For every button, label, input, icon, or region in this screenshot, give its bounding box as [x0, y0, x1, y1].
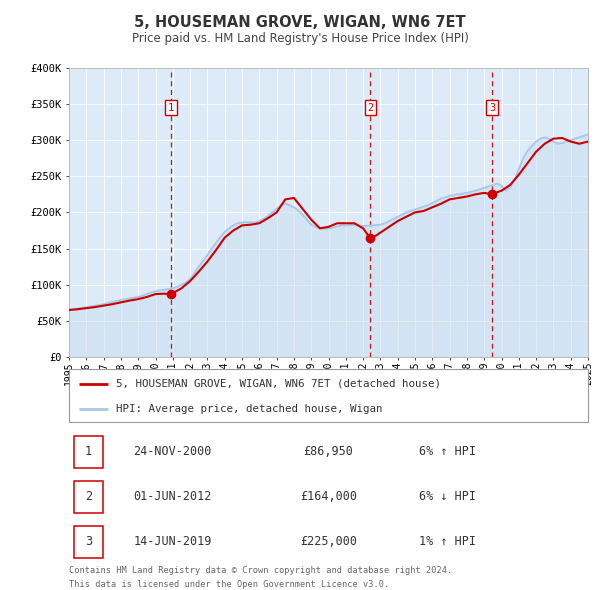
Text: HPI: Average price, detached house, Wigan: HPI: Average price, detached house, Wiga…: [116, 404, 382, 414]
FancyBboxPatch shape: [74, 435, 103, 467]
Text: £225,000: £225,000: [300, 535, 357, 549]
Text: 3: 3: [489, 103, 495, 113]
Text: 6% ↑ HPI: 6% ↑ HPI: [419, 445, 476, 458]
Text: 14-JUN-2019: 14-JUN-2019: [134, 535, 212, 549]
Text: £164,000: £164,000: [300, 490, 357, 503]
Text: 6% ↓ HPI: 6% ↓ HPI: [419, 490, 476, 503]
Text: 1: 1: [168, 103, 174, 113]
Text: 1% ↑ HPI: 1% ↑ HPI: [419, 535, 476, 549]
Text: Price paid vs. HM Land Registry's House Price Index (HPI): Price paid vs. HM Land Registry's House …: [131, 32, 469, 45]
Text: 01-JUN-2012: 01-JUN-2012: [134, 490, 212, 503]
Text: 2: 2: [367, 103, 373, 113]
Text: 24-NOV-2000: 24-NOV-2000: [134, 445, 212, 458]
Text: 5, HOUSEMAN GROVE, WIGAN, WN6 7ET (detached house): 5, HOUSEMAN GROVE, WIGAN, WN6 7ET (detac…: [116, 379, 441, 389]
Text: 2: 2: [85, 490, 92, 503]
Text: 1: 1: [85, 445, 92, 458]
FancyBboxPatch shape: [69, 369, 588, 422]
FancyBboxPatch shape: [74, 526, 103, 558]
Text: 3: 3: [85, 535, 92, 549]
Text: This data is licensed under the Open Government Licence v3.0.: This data is licensed under the Open Gov…: [69, 580, 389, 589]
Text: £86,950: £86,950: [304, 445, 353, 458]
Text: 5, HOUSEMAN GROVE, WIGAN, WN6 7ET: 5, HOUSEMAN GROVE, WIGAN, WN6 7ET: [134, 15, 466, 30]
FancyBboxPatch shape: [74, 481, 103, 513]
Text: Contains HM Land Registry data © Crown copyright and database right 2024.: Contains HM Land Registry data © Crown c…: [69, 566, 452, 575]
